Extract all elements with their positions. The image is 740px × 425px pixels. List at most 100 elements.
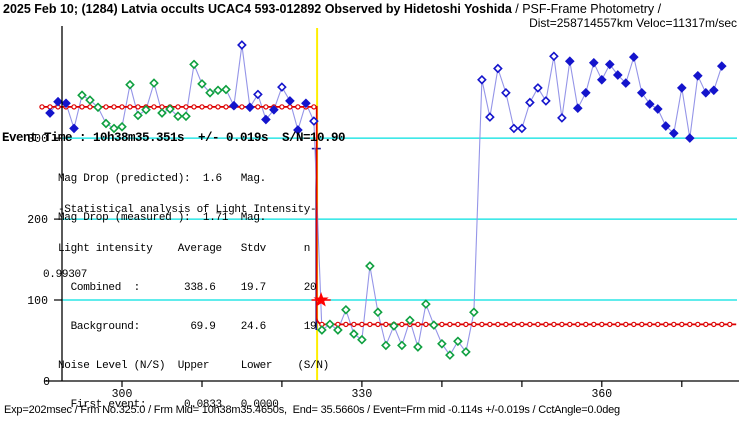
- model-point: [527, 321, 533, 328]
- data-point-green-open: [437, 338, 447, 349]
- stats-columns: Light intensity Average Stdv n: [58, 243, 311, 255]
- axes: [44, 26, 739, 387]
- data-point-blue-filled: [229, 100, 239, 111]
- model-point: [263, 104, 269, 110]
- model-point: [671, 321, 677, 328]
- model-point: [615, 321, 621, 328]
- stats-combined-row: Combined : 338.6 19.7 20: [58, 282, 317, 294]
- mag-drop-block: Mag Drop (predicted): 1.6 Mag. Mag Drop …: [58, 147, 266, 251]
- stats-background-row: Background: 69.9 24.6 19: [58, 321, 317, 333]
- data-point-blue-open: [525, 97, 535, 108]
- data-point-green-open: [413, 342, 423, 352]
- data-point-green-open: [181, 111, 191, 122]
- data-point-blue-open: [309, 116, 319, 126]
- model-point: [591, 321, 597, 328]
- model-point: [607, 321, 613, 328]
- model-point: [359, 321, 365, 328]
- data-point-green-open: [429, 320, 439, 330]
- model-point: [703, 321, 709, 328]
- data-point-green-open: [341, 304, 351, 315]
- title-main: 2025 Feb 10; (1284) Latvia occults UCAC4…: [3, 2, 512, 16]
- model-point: [255, 104, 261, 110]
- data-point-green-open: [469, 307, 479, 318]
- data-point-blue-open: [501, 87, 511, 98]
- data-point-blue-filled: [644, 99, 655, 109]
- model-point: [415, 321, 421, 328]
- data-point-green-open: [421, 299, 431, 309]
- model-point: [471, 321, 477, 328]
- data-point-blue-open: [533, 83, 543, 93]
- model-point: [535, 321, 541, 328]
- model-point: [71, 104, 77, 110]
- model-point: [711, 321, 717, 328]
- data-point-green-open: [205, 87, 215, 98]
- mag-drop-predicted: Mag Drop (predicted): 1.6 Mag.: [58, 173, 266, 185]
- data-point-blue-open: [517, 123, 527, 134]
- model-point: [279, 104, 285, 110]
- model-point: [647, 321, 653, 328]
- data-point-blue-filled: [684, 133, 695, 143]
- model-point: [375, 321, 381, 328]
- data-point-blue-filled: [668, 128, 679, 139]
- data-point-green-open: [141, 104, 151, 115]
- data-point-green-open: [357, 334, 367, 345]
- data-point-green-open: [349, 329, 359, 339]
- y-tick-label: 200: [27, 214, 48, 227]
- model-point: [495, 321, 501, 328]
- data-point-blue-filled: [660, 121, 671, 131]
- data-point-blue-open: [549, 51, 559, 62]
- model-point: [583, 321, 589, 328]
- data-point-blue-filled: [285, 96, 295, 106]
- data-point-blue-filled: [53, 96, 63, 107]
- data-point-blue-open: [557, 113, 567, 123]
- data-point-blue-filled: [716, 61, 727, 71]
- event-marker: [311, 292, 331, 307]
- data-point-blue-open: [253, 89, 263, 100]
- data-point-green-open: [77, 90, 87, 101]
- data-point-blue-filled: [245, 102, 255, 113]
- data-point-green-open: [365, 261, 375, 271]
- data-point-green-open: [333, 325, 343, 335]
- model-point: [479, 321, 485, 328]
- model-point: [575, 321, 581, 328]
- data-point-blue-filled: [293, 125, 303, 135]
- model-point: [175, 104, 181, 110]
- model-point: [191, 104, 197, 110]
- model-point: [79, 104, 85, 110]
- data-point-blue-filled: [69, 123, 79, 134]
- model-point: [599, 321, 605, 328]
- data-point-blue-filled: [269, 104, 279, 115]
- data-point-blue-filled: [45, 108, 55, 118]
- data-point-blue-filled: [676, 83, 687, 93]
- y-tick-label: 300: [27, 133, 48, 146]
- data-point-blue-filled: [564, 56, 575, 67]
- data-point-blue-filled: [261, 114, 271, 125]
- data-point-green-open: [453, 336, 463, 347]
- model-point: [223, 104, 229, 110]
- model-point: [343, 321, 349, 328]
- data-point-blue-filled: [652, 104, 663, 114]
- model-points-layer: [39, 104, 733, 328]
- data-point-green-open: [93, 102, 103, 113]
- data-point-blue-filled: [708, 85, 719, 96]
- model-point: [455, 321, 461, 328]
- data-point-green-open: [157, 108, 167, 118]
- data-point-green-open: [189, 59, 199, 70]
- model-point: [519, 321, 525, 328]
- model-point: [679, 321, 685, 328]
- chart-title: 2025 Feb 10; (1284) Latvia occults UCAC4…: [3, 2, 661, 16]
- x-tick-label: 360: [591, 388, 612, 401]
- model-point: [719, 321, 725, 328]
- data-point-blue-filled: [301, 98, 311, 109]
- model-point: [567, 321, 573, 328]
- model-point: [215, 104, 221, 110]
- data-point-blue-filled: [700, 87, 711, 98]
- y-tick-label: 100: [27, 295, 48, 308]
- data-point-blue-filled: [620, 78, 631, 88]
- data-point-green-open: [125, 79, 135, 90]
- model-point: [127, 104, 133, 110]
- data-point-green-open: [461, 347, 471, 357]
- event-star-icon: [313, 292, 329, 307]
